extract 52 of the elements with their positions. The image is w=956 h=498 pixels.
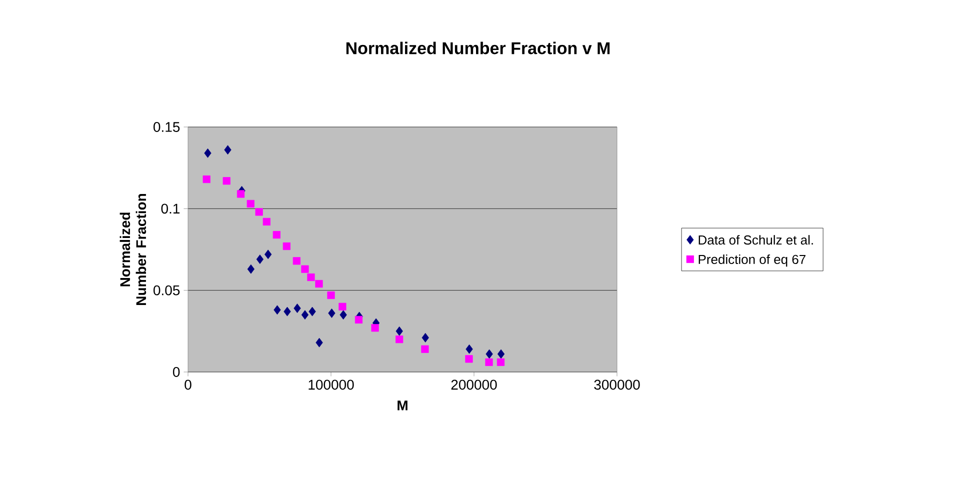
point [327, 291, 335, 300]
y-tick-label: 0.1 [161, 204, 180, 214]
point [236, 190, 245, 198]
point [396, 336, 404, 344]
point [307, 273, 315, 282]
point [497, 349, 505, 359]
y-axis-title: Normalized Number Fraction [120, 194, 146, 305]
point [421, 345, 429, 353]
point [204, 148, 212, 158]
point [315, 280, 323, 288]
y-tick-label: 0.05 [154, 285, 180, 296]
x-tick-label: 300000 [594, 380, 640, 390]
x-axis-title: M [398, 400, 408, 410]
point [292, 257, 300, 265]
point [202, 175, 210, 184]
point [294, 304, 301, 313]
point [465, 355, 473, 363]
point [282, 242, 290, 250]
point [284, 306, 291, 316]
point [262, 218, 270, 226]
point [316, 338, 323, 348]
point [301, 265, 309, 273]
point [272, 230, 280, 239]
point [274, 305, 281, 315]
x-tick-label: 100000 [308, 380, 354, 390]
point [224, 145, 232, 155]
point [255, 208, 263, 216]
point [222, 177, 230, 185]
legend-label: Data of Schulz et al. [698, 235, 813, 245]
point [340, 310, 347, 320]
y-tick-label: 0.15 [154, 122, 180, 132]
point [308, 306, 316, 316]
point [247, 264, 255, 274]
legend-label: Prediction of eq 67 [698, 254, 806, 267]
point [328, 308, 336, 318]
x-tick-label: 0 [184, 380, 192, 390]
y-tick-label: 0 [172, 367, 180, 377]
point [422, 332, 429, 342]
chart-title: Normalized Number Fraction v M [346, 42, 610, 54]
point [256, 254, 264, 264]
point [485, 358, 493, 366]
point [338, 302, 346, 310]
point [466, 344, 473, 354]
point [264, 250, 272, 260]
x-tick-label: 200000 [451, 380, 497, 390]
point [246, 200, 254, 208]
point [486, 349, 493, 359]
point [396, 326, 403, 336]
point [496, 358, 505, 366]
point [371, 324, 379, 332]
point [354, 316, 363, 324]
point [301, 310, 309, 320]
